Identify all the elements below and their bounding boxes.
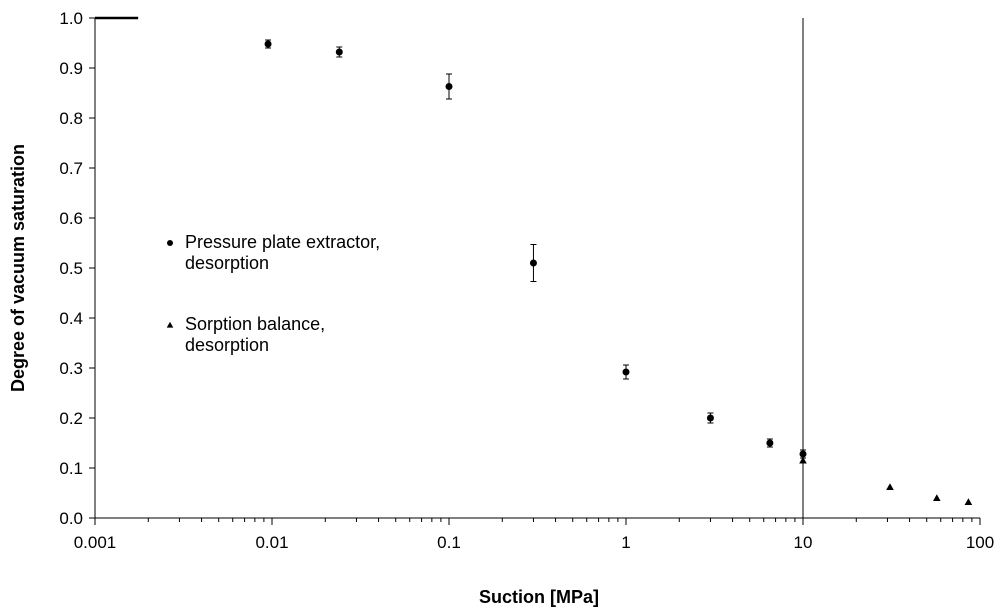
x-tick-label: 0.01: [255, 533, 288, 552]
chart-marks: [95, 16, 973, 506]
y-axis-title: Degree of vacuum saturation: [8, 144, 28, 392]
x-axis-title: Suction [MPa]: [479, 587, 599, 607]
x-tick-label: 10: [794, 533, 813, 552]
y-tick-label: 0.7: [59, 159, 83, 178]
data-point: [766, 439, 774, 447]
data-point: [799, 450, 807, 458]
y-tick-label: 0.3: [59, 359, 83, 378]
data-point: [529, 259, 537, 267]
data-point: [706, 414, 714, 422]
y-tick-label: 0.2: [59, 409, 83, 428]
data-point: [264, 40, 272, 48]
x-tick-label: 100: [966, 533, 994, 552]
y-tick-label: 1.0: [59, 9, 83, 28]
legend-label: desorption: [185, 335, 269, 355]
legend-label: Pressure plate extractor,: [185, 232, 380, 252]
axes: 0.0 0.1 0.2 0.3 0.4 0.5 0.6 0.7 0.8 0.9 1.0 0.001 0.…: [59, 9, 994, 552]
data-point-triangle: [799, 456, 807, 464]
y-tick-label: 0.5: [59, 259, 83, 278]
legend-label: desorption: [185, 253, 269, 273]
data-point: [335, 48, 343, 56]
x-tick-label: 0.1: [437, 533, 461, 552]
y-tick-label: 0.1: [59, 459, 83, 478]
y-tick-label: 0.8: [59, 109, 83, 128]
data-point-triangle: [886, 483, 894, 491]
y-tick-label: 0.9: [59, 59, 83, 78]
data-point: [445, 83, 453, 90]
y-tick-label: 0.4: [59, 309, 83, 328]
legend-marker-circle: [167, 240, 173, 246]
legend-label: Sorption balance,: [185, 314, 325, 334]
legend: Pressure plate extractor,desorptionSorpt…: [166, 232, 380, 355]
data-point-triangle: [964, 498, 973, 506]
data-point: [622, 368, 630, 376]
legend-marker-triangle: [166, 321, 174, 328]
x-tick-label: 0.001: [74, 533, 117, 552]
x-tick-label: 1: [621, 533, 630, 552]
y-tick-label: 0.0: [59, 509, 83, 528]
data-point-triangle: [932, 494, 941, 502]
y-tick-label: 0.6: [59, 209, 83, 228]
